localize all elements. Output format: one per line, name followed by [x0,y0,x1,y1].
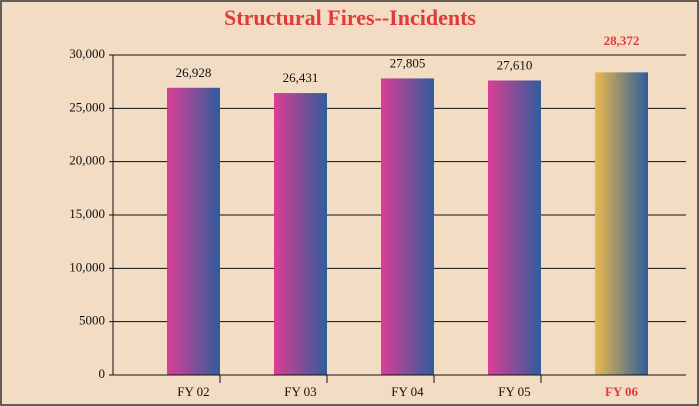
y-tick-label: 5000 [79,313,105,328]
x-tick-label: FY 04 [391,384,424,399]
y-tick-label: 10,000 [69,259,105,274]
bar [167,87,220,375]
x-tick-label: FY 06 [605,384,639,399]
value-label: 27,805 [390,55,426,70]
y-tick-label: 25,000 [69,99,105,114]
value-label: 27,610 [497,57,533,72]
bar [381,78,434,375]
y-tick-label: 30,000 [69,46,105,61]
y-tick-label: 15,000 [69,206,105,221]
y-tick-label: 0 [99,366,106,381]
x-tick-label: FY 05 [498,384,530,399]
y-tick-label: 20,000 [69,153,105,168]
chart-title: Structural Fires--Incidents [224,5,476,30]
bar [274,93,327,375]
value-label: 26,928 [176,65,212,80]
x-tick-label: FY 02 [177,384,209,399]
value-label: 28,372 [604,33,640,48]
x-tick-label: FY 03 [284,384,316,399]
bar [488,80,541,375]
value-label: 26,431 [283,70,319,85]
bar [595,72,648,376]
